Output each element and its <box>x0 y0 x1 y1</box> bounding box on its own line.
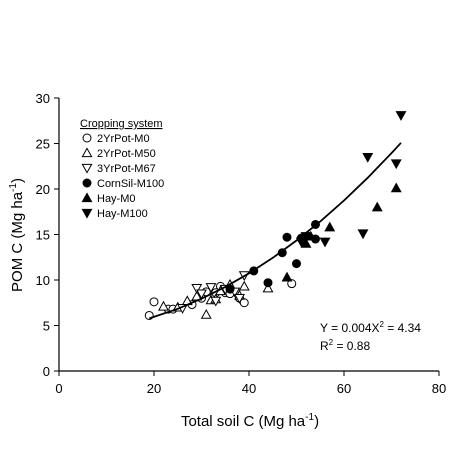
legend-marker <box>82 178 92 188</box>
x-tick-label: 0 <box>55 381 62 396</box>
data-point <box>319 237 331 248</box>
x-tick-label: 80 <box>432 381 446 396</box>
y-tick-label: 10 <box>36 273 50 288</box>
legend-marker <box>81 208 93 219</box>
data-point <box>390 182 402 193</box>
y-tick-label: 25 <box>36 137 50 152</box>
legend-item: CornSil-M100 <box>82 178 164 190</box>
axis-ticks: 0 20 40 60 80 0 5 10 15 20 25 30 <box>36 91 447 396</box>
y-tick-label: 30 <box>36 91 50 106</box>
legend-item: 2YrPot-M0 <box>82 133 150 145</box>
series-Hay-M0 <box>281 182 402 282</box>
legend-label: 3YrPot-M67 <box>97 163 156 175</box>
y-tick-label: 20 <box>36 182 50 197</box>
data-point <box>262 282 274 293</box>
x-axis-label: Total soil C (Mg ha-1) <box>181 412 319 430</box>
legend-label: CornSil-M100 <box>97 178 164 190</box>
fit-curve <box>149 142 402 320</box>
data-point <box>281 271 293 282</box>
data-point <box>158 300 169 311</box>
data-point <box>371 201 383 212</box>
data-point <box>149 297 159 307</box>
x-tick-label: 40 <box>242 381 256 396</box>
data-points <box>144 111 407 320</box>
data-point <box>287 279 297 289</box>
legend-label: 2YrPot-M0 <box>97 133 150 145</box>
data-point <box>395 111 407 121</box>
y-tick-label: 0 <box>43 364 50 379</box>
data-point <box>282 232 292 242</box>
legend-marker <box>81 192 93 203</box>
x-tick-label: 60 <box>337 381 351 396</box>
legend-marker <box>81 147 93 158</box>
legend-item: Hay-M100 <box>81 208 148 220</box>
data-point <box>191 284 203 294</box>
data-point <box>238 280 250 291</box>
legend-title: Cropping system <box>80 118 163 130</box>
equation-text: Y = 0.004X2 = 4.34 <box>320 320 421 335</box>
equation-annotation: Y = 0.004X2 = 4.34 R2 = 0.88 <box>320 320 421 353</box>
x-tick-label: 20 <box>147 381 161 396</box>
data-point <box>362 152 374 163</box>
data-point <box>277 248 287 258</box>
legend: Cropping system 2YrPot-M0 2YrPot-M50 3YrPo… <box>80 118 164 220</box>
y-axis-label: POM C (Mg ha-1) <box>8 178 26 292</box>
legend-item: 3YrPot-M67 <box>81 163 156 175</box>
y-tick-label: 15 <box>36 228 50 243</box>
legend-marker <box>81 163 93 174</box>
data-point <box>292 259 301 269</box>
y-tick-label: 5 <box>43 319 50 334</box>
legend-label: 2YrPot-M50 <box>97 148 156 160</box>
legend-item: 2YrPot-M50 <box>81 147 156 160</box>
data-point <box>234 294 245 304</box>
legend-marker <box>82 133 92 143</box>
legend-item: Hay-M0 <box>81 192 136 205</box>
data-point <box>300 237 312 248</box>
data-point <box>390 159 402 170</box>
data-point <box>205 283 217 293</box>
data-point <box>200 308 212 319</box>
legend-label: Hay-M100 <box>97 208 148 220</box>
data-point <box>210 296 222 307</box>
legend-label: Hay-M0 <box>97 193 136 205</box>
data-point <box>324 221 336 232</box>
data-point <box>357 229 369 240</box>
r-squared-text: R2 = 0.88 <box>320 338 370 353</box>
data-point <box>295 237 307 248</box>
data-point <box>196 289 207 300</box>
data-point <box>263 278 273 288</box>
